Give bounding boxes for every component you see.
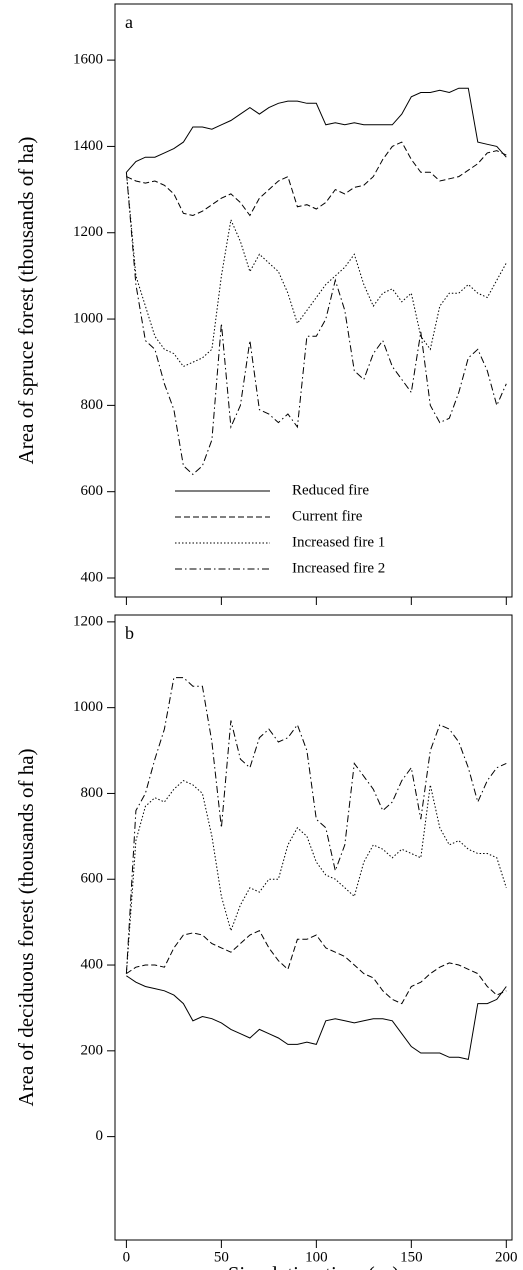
panel-letter: a [125, 12, 133, 32]
series-line [126, 930, 507, 1005]
y-tick-label: 200 [81, 1042, 104, 1058]
y-tick-label: 400 [81, 569, 104, 585]
legend-label: Increased fire 1 [292, 534, 385, 550]
x-tick-label: 200 [495, 1249, 518, 1265]
series-line [125, 677, 507, 974]
legend-label: Increased fire 2 [292, 560, 385, 576]
y-tick-label: 0 [96, 1128, 104, 1144]
panel-letter: b [125, 623, 134, 643]
x-tick-label: 50 [214, 1249, 229, 1265]
x-axis-title: Simulation time (yr) [228, 1262, 399, 1270]
series-line [126, 141, 507, 217]
x-tick-label: 0 [123, 1249, 131, 1265]
y-tick-label: 800 [81, 785, 104, 801]
y-tick-label: 600 [81, 483, 104, 499]
plot-frame [114, 614, 513, 1241]
y-tick-label: 800 [81, 397, 104, 413]
y-tick-label: 1200 [73, 224, 103, 240]
series-line [125, 780, 507, 974]
y-tick-label: 1000 [73, 310, 103, 326]
series-line [125, 172, 507, 368]
series-line [126, 87, 507, 173]
y-axis-title: Area of deciduous forest (thousands of h… [14, 748, 38, 1106]
x-tick-label: 100 [305, 1249, 328, 1265]
series-line [125, 172, 507, 476]
y-tick-label: 1200 [73, 613, 103, 629]
y-tick-label: 1000 [73, 699, 103, 715]
y-tick-label: 1400 [73, 138, 103, 154]
plot-frame [114, 3, 513, 598]
series-line [126, 975, 507, 1061]
y-tick-label: 600 [81, 871, 104, 887]
legend-label: Current fire [292, 508, 363, 524]
legend-label: Reduced fire [292, 482, 369, 498]
y-axis-title: Area of spruce forest (thousands of ha) [14, 137, 38, 465]
y-tick-label: 1600 [73, 52, 103, 68]
x-tick-label: 150 [400, 1249, 423, 1265]
y-tick-label: 400 [81, 956, 104, 972]
